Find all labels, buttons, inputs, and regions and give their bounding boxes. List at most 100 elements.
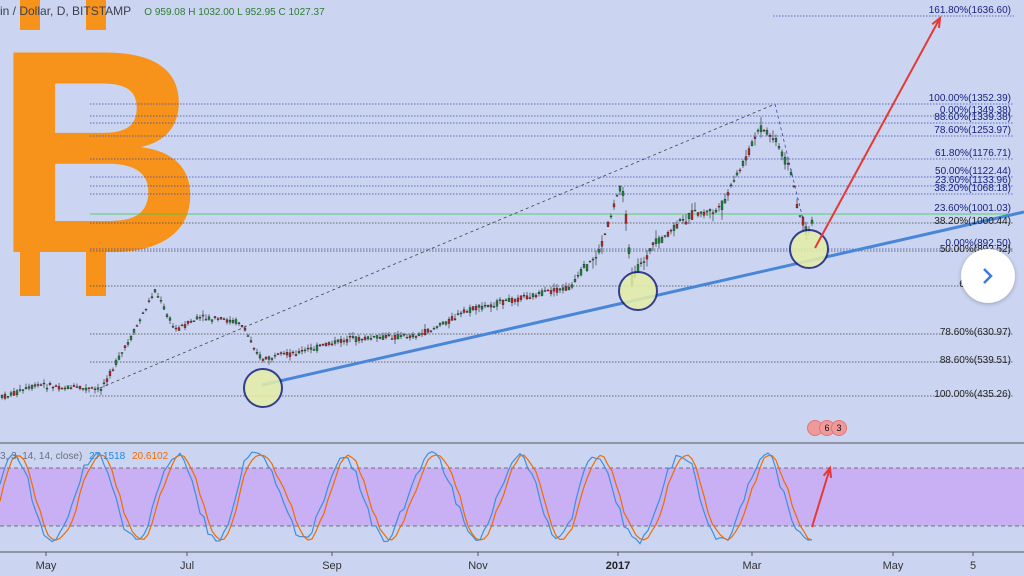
candle-body (102, 382, 106, 384)
candle-body (711, 212, 715, 214)
candle-body (495, 300, 499, 307)
candle-body (429, 330, 433, 332)
candle-body (459, 312, 463, 315)
candle-body (252, 348, 256, 350)
candle-body (369, 338, 373, 340)
candle-body (768, 135, 772, 137)
candle-body (324, 342, 328, 347)
candle-body (603, 233, 607, 235)
candle-body (570, 284, 574, 288)
projection-dashed-line (99, 103, 776, 389)
candle-body (507, 298, 511, 302)
candle-body (93, 388, 97, 391)
candle-body (702, 211, 706, 216)
scroll-right-button[interactable] (961, 249, 1015, 303)
candle-body (810, 219, 814, 224)
candle-body (687, 213, 691, 219)
candle-body (774, 138, 778, 143)
candle-body (231, 319, 235, 323)
candle-body (195, 316, 199, 320)
candle-body (216, 318, 220, 320)
x-tick-label: Sep (322, 560, 342, 572)
candle-body (618, 186, 622, 192)
candle-body (66, 385, 70, 390)
candle-body (783, 156, 787, 165)
candle-body (504, 299, 508, 302)
fib-upper-label: 0.00%(892.50) (945, 238, 1011, 249)
candle-body (81, 388, 85, 390)
candle-body (525, 295, 529, 300)
candle-body (72, 385, 76, 387)
candle-body (612, 203, 616, 208)
candle-body (438, 323, 442, 326)
fibonacci-levels (90, 15, 1014, 397)
fib-lower-label: 88.60%(539.51) (940, 355, 1011, 366)
stoch-arrow (811, 465, 833, 528)
candle-body (714, 209, 718, 213)
candle-body (132, 329, 136, 333)
arrow-head (931, 15, 942, 29)
candle-body (186, 321, 190, 324)
candle-body (582, 264, 586, 268)
candle-body (189, 320, 193, 323)
fib-upper-label: 88.60%(1339.38) (934, 112, 1011, 123)
candle-body (297, 351, 301, 354)
fibonacci-labels: 161.80%(1636.60) 100.00%(1352.39)0.00%(13… (929, 5, 1011, 400)
candle-body (450, 316, 454, 321)
candle-body (720, 200, 724, 211)
candle-body (162, 306, 166, 310)
candle-body (306, 347, 310, 350)
candle-body (123, 345, 127, 348)
candle-body (546, 289, 550, 292)
candle-body (309, 347, 313, 350)
candle-body (303, 349, 307, 352)
candle-body (138, 319, 142, 322)
candle-body (669, 229, 673, 232)
fib-upper-label: 50.00%(1122.44) (935, 166, 1011, 177)
candle-body (111, 369, 115, 371)
x-tick-label: 5 (970, 560, 976, 572)
candle-body (327, 342, 331, 345)
candle-body (558, 288, 562, 291)
candle-body (471, 306, 475, 311)
candle-body (651, 242, 655, 246)
candle-body (363, 336, 367, 341)
fib-lower-label: 38.20%(1000.44) (934, 216, 1011, 227)
candle-body (159, 300, 163, 302)
candle-body (561, 287, 565, 291)
candle-body (249, 340, 253, 343)
candle-body (411, 334, 415, 338)
candle-body (642, 261, 646, 263)
candle-body (18, 389, 22, 391)
badge-count-2: 3 (831, 420, 847, 436)
candle-body (759, 125, 763, 133)
x-tick-label: Nov (468, 560, 488, 572)
candle-body (663, 235, 667, 237)
candle-body (477, 304, 481, 308)
candle-body (729, 184, 733, 187)
candle-body (21, 389, 25, 391)
candle-body (543, 290, 547, 292)
event-badge[interactable]: 6 3 (807, 417, 847, 439)
x-tick-label: May (883, 560, 904, 572)
candle-body (129, 336, 133, 340)
candle-body (204, 318, 208, 321)
candle-body (84, 387, 88, 391)
candle-body (60, 387, 64, 390)
candle-body (723, 199, 727, 204)
candle-body (258, 354, 262, 359)
candle-body (540, 290, 544, 296)
candle-body (672, 224, 676, 231)
candle-body (177, 327, 181, 331)
candle-body (696, 212, 700, 216)
candle-body (498, 299, 502, 301)
candle-body (45, 387, 49, 390)
candle-body (291, 351, 295, 354)
stoch-k-value: 27.1518 (89, 451, 126, 462)
candle-body (405, 337, 409, 339)
candle-body (270, 358, 274, 360)
candle-body (183, 324, 187, 328)
candle-body (441, 321, 445, 325)
fib-upper-label: 78.60%(1253.97) (934, 125, 1011, 136)
